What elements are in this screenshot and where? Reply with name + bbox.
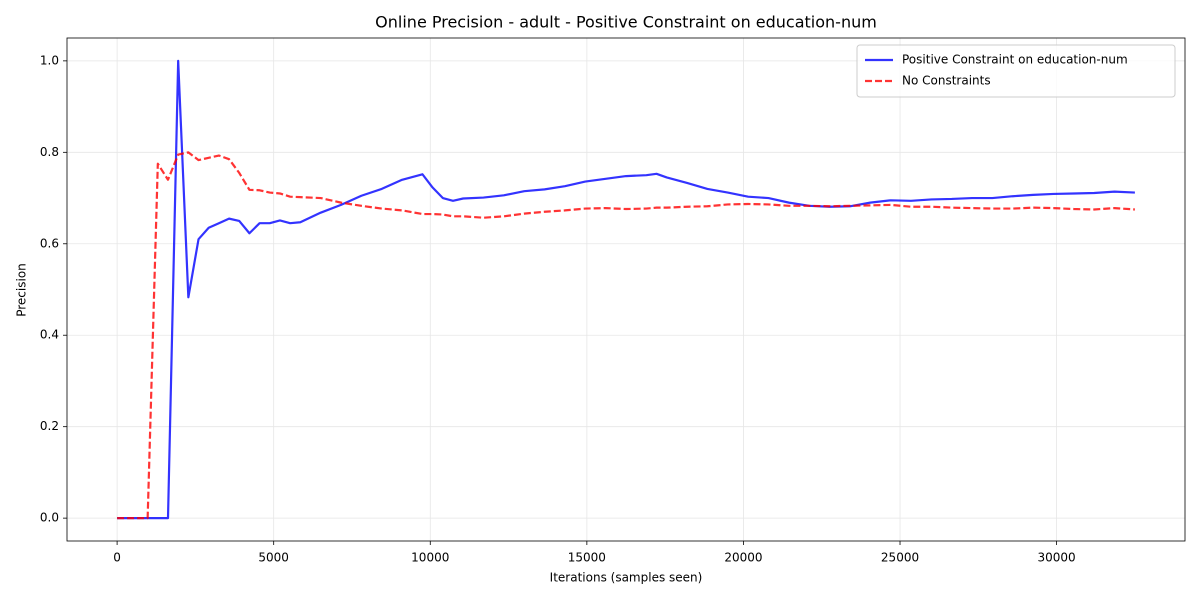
x-tick-label: 30000	[1038, 551, 1076, 565]
legend-label: Positive Constraint on education-num	[902, 53, 1128, 67]
x-tick-label: 10000	[411, 551, 449, 565]
legend-label: No Constraints	[902, 74, 991, 88]
y-axis-label: Precision	[15, 263, 29, 317]
x-tick-label: 15000	[568, 551, 606, 565]
x-tick-label: 0	[113, 551, 121, 565]
x-tick-label: 25000	[881, 551, 919, 565]
x-tick-label: 5000	[258, 551, 289, 565]
y-tick-label: 1.0	[40, 53, 59, 67]
series-line	[117, 59, 1135, 520]
y-tick-label: 0.8	[40, 145, 59, 159]
y-tick-label: 0.2	[40, 419, 59, 433]
x-axis-label: Iterations (samples seen)	[550, 571, 703, 585]
legend: Positive Constraint on education-num No C…	[856, 44, 1176, 98]
y-tick-label: 0.4	[40, 328, 59, 342]
plot-frame	[66, 37, 1186, 542]
x-tick-label: 20000	[724, 551, 762, 565]
y-tick-label: 0.0	[40, 511, 59, 525]
legend-box	[856, 44, 1176, 98]
chart-title: Online Precision - adult - Positive Cons…	[375, 13, 877, 32]
series-line	[117, 151, 1135, 520]
y-tick-label: 0.6	[40, 236, 59, 250]
